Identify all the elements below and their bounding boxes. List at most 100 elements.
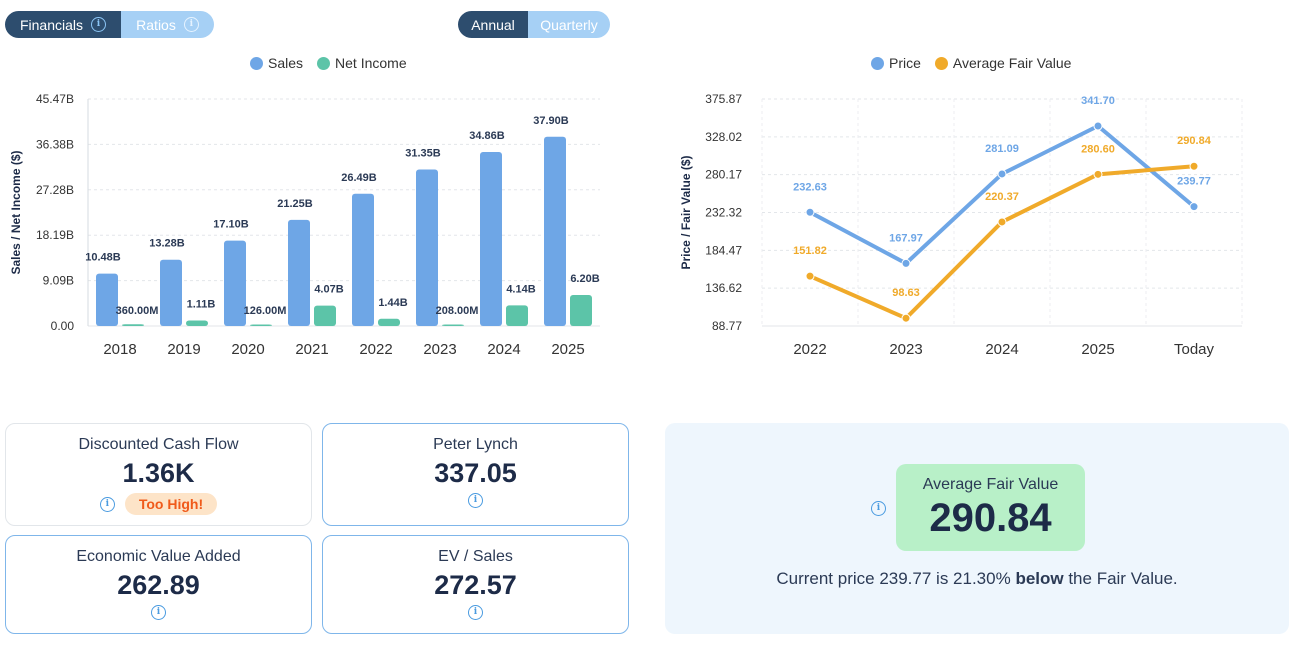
eva-title: Economic Value Added xyxy=(76,548,241,565)
info-icon[interactable]: i xyxy=(871,501,886,516)
sales-data-label: 26.49B xyxy=(341,172,377,184)
annual-tab[interactable]: Annual xyxy=(458,11,528,38)
eva-card[interactable]: Economic Value Added 262.89 i xyxy=(5,535,312,634)
y-tick-label: 27.28B xyxy=(36,183,74,197)
y-tick-label: 0.00 xyxy=(51,319,75,333)
ratios-tab[interactable]: Ratios i xyxy=(121,11,214,38)
x-tick-label: 2018 xyxy=(103,341,136,358)
line-chart-legend: Price Average Fair Value xyxy=(871,55,1071,71)
info-icon[interactable]: i xyxy=(183,17,199,32)
fair-value-box: Average Fair Value 290.84 xyxy=(896,464,1085,551)
fair-value-data-label: 290.84 xyxy=(1177,135,1212,147)
net-income-bar xyxy=(506,305,528,326)
price-swatch xyxy=(871,56,884,70)
x-tick-label: 2020 xyxy=(231,341,264,358)
price-data-label: 167.97 xyxy=(889,232,923,244)
price-point xyxy=(1189,202,1199,212)
statement-toggle: Financials i Ratios i xyxy=(5,11,214,38)
net-income-data-label: 360.00M xyxy=(116,305,159,317)
info-icon[interactable]: i xyxy=(468,605,483,620)
sales-bar xyxy=(96,273,118,326)
net-income-data-label: 126.00M xyxy=(244,305,287,317)
net-income-bar xyxy=(570,295,592,326)
net-income-data-label: 4.07B xyxy=(314,284,343,296)
fair-value-data-label: 280.60 xyxy=(1081,143,1115,155)
net-income-bar xyxy=(314,305,336,326)
ev-sales-value: 272.57 xyxy=(434,570,517,600)
y-tick-label: 36.38B xyxy=(36,137,74,151)
sales-bar xyxy=(352,193,374,326)
fair-value-data-label: 98.63 xyxy=(892,287,920,299)
legend-label-net-income: Net Income xyxy=(335,55,407,71)
fair-value-point xyxy=(997,217,1007,227)
fair-value-value: 290.84 xyxy=(929,496,1052,540)
dcf-value: 1.36K xyxy=(122,458,195,488)
net-income-bar xyxy=(250,324,272,326)
price-fair-value-line-chart: 88.77 136.62 184.47 232.32 280.17 328.02 375.8… xyxy=(679,92,1243,358)
price-data-label: 232.63 xyxy=(793,181,827,193)
ratios-label: Ratios xyxy=(136,16,176,33)
fair-value-point xyxy=(1093,169,1103,179)
price-data-label: 239.77 xyxy=(1177,176,1211,188)
sales-net-income-bar-chart: 0.00 9.09B 18.19B 27.28B 36.38B 45.47B Sales /… xyxy=(9,92,600,358)
net-income-bar xyxy=(122,324,144,326)
fair-value-panel: i Average Fair Value 290.84 Current pric… xyxy=(665,423,1289,634)
sales-bar xyxy=(160,259,182,326)
info-icon[interactable]: i xyxy=(99,496,115,512)
info-icon[interactable]: i xyxy=(151,605,166,620)
x-tick-label: 2019 xyxy=(167,341,200,358)
x-tick-label: 2025 xyxy=(1081,341,1114,358)
x-tick-label: 2024 xyxy=(985,341,1018,358)
info-icon[interactable]: i xyxy=(468,493,483,508)
y-axis-title: Price / Fair Value ($) xyxy=(679,155,693,269)
dcf-card[interactable]: Discounted Cash Flow 1.36K i Too High! xyxy=(5,423,312,526)
financials-label: Financials xyxy=(19,16,84,33)
price-data-label: 341.70 xyxy=(1081,95,1115,107)
y-tick-label: 88.77 xyxy=(712,319,742,333)
sales-data-label: 34.86B xyxy=(469,130,505,142)
net-income-bar xyxy=(378,318,400,326)
x-tick-label: 2023 xyxy=(423,341,456,358)
sales-data-label: 17.10B xyxy=(213,219,249,231)
ev-sales-card[interactable]: EV / Sales 272.57 i xyxy=(322,535,629,634)
legend-item-net-income[interactable]: Net Income xyxy=(317,55,407,71)
sentence-pre: Current price 239.77 is 21.30% xyxy=(776,569,1016,588)
peter-lynch-card[interactable]: Peter Lynch 337.05 i xyxy=(322,423,629,526)
fair-value-data-label: 151.82 xyxy=(793,245,827,257)
legend-item-sales[interactable]: Sales xyxy=(250,55,303,71)
legend-label-fair-value: Average Fair Value xyxy=(952,55,1072,71)
x-tick-label: 2024 xyxy=(487,341,520,358)
fair-value-point xyxy=(805,271,815,281)
y-tick-label: 18.19B xyxy=(36,228,74,242)
x-tick-label: 2021 xyxy=(295,341,328,358)
sales-data-label: 13.28B xyxy=(149,238,185,250)
y-tick-label: 136.62 xyxy=(705,281,742,295)
fair-value-point xyxy=(901,313,911,323)
bar-chart-legend: Sales Net Income xyxy=(250,55,407,71)
net-income-data-label: 1.11B xyxy=(187,298,216,310)
y-tick-label: 232.32 xyxy=(705,206,742,220)
legend-label-sales: Sales xyxy=(268,55,304,71)
y-tick-label: 9.09B xyxy=(43,274,74,288)
price-data-label: 281.09 xyxy=(985,143,1019,155)
sales-bar xyxy=(416,169,438,326)
fair-value-data-label: 220.37 xyxy=(985,191,1019,203)
y-axis-title: Sales / Net Income ($) xyxy=(9,150,23,274)
sales-bar xyxy=(544,136,566,326)
sentence-bold: below xyxy=(1015,569,1064,588)
financials-tab[interactable]: Financials i xyxy=(5,11,121,38)
net-income-data-label: 6.20B xyxy=(570,273,599,285)
sales-bar xyxy=(480,151,502,326)
fair-value-sentence: Current price 239.77 is 21.30% below the… xyxy=(665,569,1289,589)
price-point xyxy=(805,207,815,217)
quarterly-tab[interactable]: Quarterly xyxy=(528,11,610,38)
net-income-swatch xyxy=(317,56,331,70)
info-icon[interactable]: i xyxy=(91,17,107,32)
y-tick-label: 328.02 xyxy=(705,130,742,144)
fair-value-title: Average Fair Value xyxy=(922,476,1059,493)
legend-item-price[interactable]: Price xyxy=(871,55,921,71)
sales-data-label: 31.35B xyxy=(405,147,441,159)
y-tick-label: 184.47 xyxy=(705,243,742,257)
net-income-bar xyxy=(186,320,208,326)
legend-item-fair-value[interactable]: Average Fair Value xyxy=(934,55,1072,71)
